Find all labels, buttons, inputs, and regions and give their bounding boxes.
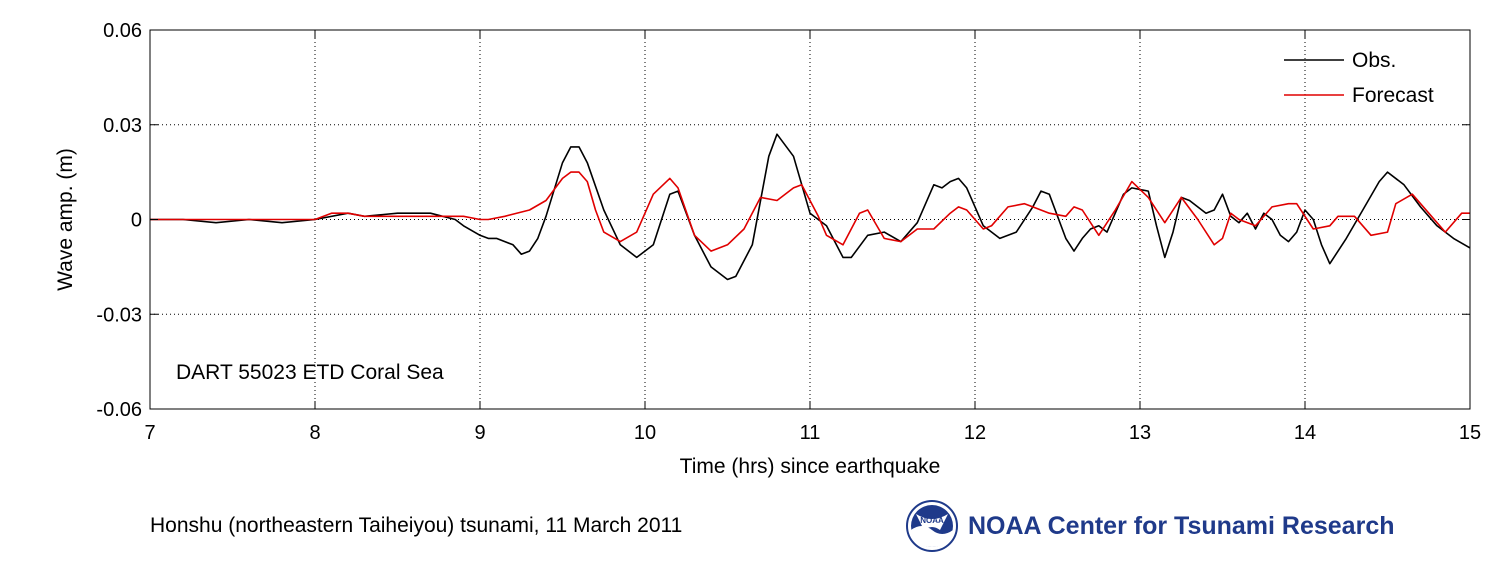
org-name: NOAA Center for Tsunami Research (968, 512, 1395, 540)
x-tick-label: 8 (309, 422, 320, 444)
axis-ticks: 7 8 9 10 11 12 13 14 15 -0.06 -0.03 0 0.03 0.06 (96, 20, 1481, 444)
y-tick-label: -0.03 (96, 304, 142, 326)
series-lines (150, 133, 1471, 281)
y-tick-label: 0 (131, 210, 142, 232)
x-tick-label: 15 (1459, 422, 1481, 444)
series-line-forecast (150, 171, 1470, 252)
x-tick-label: 9 (474, 422, 485, 444)
svg-text:NOAA: NOAA (920, 516, 944, 525)
tsunami-chart: 7 8 9 10 11 12 13 14 15 -0.06 -0.03 0 0.03 0.06 Wave … (54, 20, 1481, 478)
legend-label-forecast: Forecast (1352, 84, 1434, 107)
figure-caption: Honshu (northeastern Taiheiyou) tsunami,… (150, 514, 683, 537)
legend: Obs. Forecast (1284, 49, 1434, 107)
x-axis-label: Time (hrs) since earthquake (680, 455, 941, 478)
station-annotation: DART 55023 ETD Coral Sea (176, 361, 444, 384)
y-tick-label: -0.06 (96, 399, 142, 421)
x-tick-label: 14 (1294, 422, 1316, 444)
legend-label-obs: Obs. (1352, 49, 1396, 72)
y-tick-label: 0.03 (103, 115, 142, 137)
x-tick-label: 13 (1129, 422, 1151, 444)
x-tick-label: 10 (634, 422, 656, 444)
x-tick-label: 11 (800, 422, 821, 444)
x-tick-label: 7 (144, 422, 155, 444)
noaa-logo-icon: NOAA (906, 500, 958, 552)
x-tick-label: 12 (964, 422, 986, 444)
series-line-obs (150, 133, 1471, 281)
y-tick-label: 0.06 (103, 20, 142, 42)
y-axis-label: Wave amp. (m) (54, 148, 77, 291)
